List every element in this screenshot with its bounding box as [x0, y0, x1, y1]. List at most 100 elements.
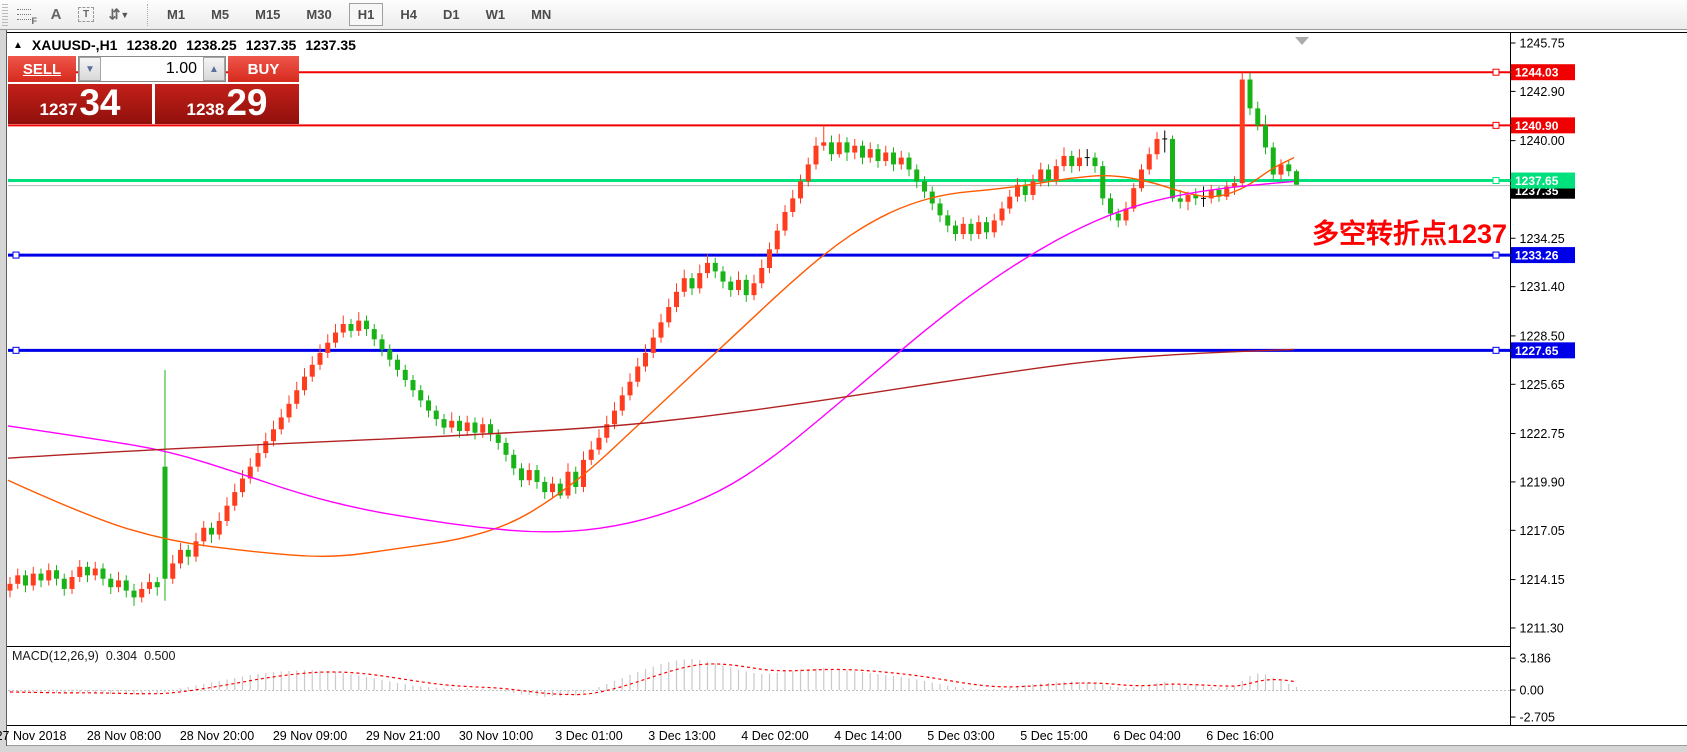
one-click-trading-panel: SELL ▼ ▲ BUY 1237 34 1238 29 — [8, 56, 299, 124]
macd-signal-value: 0.500 — [144, 649, 176, 663]
price-tag — [1511, 247, 1575, 264]
timeframe-button-m5[interactable]: M5 — [211, 7, 230, 22]
sell-button[interactable]: SELL — [8, 56, 76, 82]
candles — [7, 72, 1299, 606]
chart-shift-marker-icon[interactable] — [1295, 37, 1309, 45]
line-anchor-marker — [1492, 177, 1500, 185]
line-anchor-marker — [1492, 346, 1500, 354]
time-tick-label: 4 Dec 14:00 — [834, 729, 901, 743]
timeframe-button-d1[interactable]: D1 — [442, 7, 460, 22]
timeframe-button-mn[interactable]: MN — [531, 7, 552, 22]
arrows-tool-icon[interactable]: ⇵ ▼ — [108, 6, 130, 22]
line-anchor-marker — [1492, 121, 1500, 129]
text-tool-icon[interactable]: T — [73, 3, 99, 27]
svg-text:1233.26: 1233.26 — [1515, 249, 1559, 263]
symbol-period-label: XAUUSD-,H1 — [31, 37, 118, 53]
price-tick-label: 1219.90 — [1520, 475, 1565, 489]
toolbar-separator — [147, 3, 148, 26]
timeframe-button-m1[interactable]: M1 — [167, 7, 186, 22]
macd-tick-label: 3.186 — [1520, 652, 1551, 666]
time-tick-label: 3 Dec 01:00 — [555, 729, 622, 743]
time-tick-label: 5 Dec 15:00 — [1020, 729, 1087, 743]
timeframe-group: M1 M5 M15 M30 H1 H4 D1 W1 MN — [154, 3, 564, 26]
time-tick-label: 27 Nov 2018 — [0, 729, 66, 743]
price-tag — [1511, 172, 1575, 189]
macd-tick-label: -2.705 — [1520, 711, 1555, 725]
collapse-triangle-icon[interactable]: ▲ — [13, 39, 23, 51]
close-value: 1237.35 — [305, 37, 356, 53]
time-tick-label: 6 Dec 04:00 — [1113, 729, 1180, 743]
line-anchor-marker — [1492, 68, 1500, 76]
line-anchor-marker — [1492, 251, 1500, 259]
buy-price-display[interactable]: 1238 29 — [155, 84, 299, 124]
low-value: 1237.35 — [245, 37, 297, 53]
time-tick-label: 28 Nov 08:00 — [87, 729, 161, 743]
price-tick-label: 1222.75 — [1520, 427, 1565, 441]
toolbar: F A T ⇵ ▼ M1 M5 M15 M30 H1 H4 D1 W1 MN — [0, 0, 1687, 30]
time-tick-label: 4 Dec 02:00 — [741, 729, 808, 743]
time-tick-label: 5 Dec 03:00 — [927, 729, 994, 743]
price-tag — [1511, 342, 1575, 359]
time-axis: 27 Nov 2018 28 Nov 08:00 28 Nov 20:00 29 No… — [0, 729, 1274, 743]
macd-tick-label: 0.00 — [1520, 684, 1544, 698]
price-tick-label: 1231.40 — [1520, 280, 1565, 294]
toolbar-grip[interactable] — [2, 3, 8, 26]
line-anchor-marker — [12, 251, 20, 259]
chart-text-annotation: 多空转折点1237 — [1312, 219, 1508, 249]
timeframe-button-m30[interactable]: M30 — [306, 7, 332, 22]
svg-text:1227.65: 1227.65 — [1515, 344, 1559, 358]
time-tick-label: 29 Nov 09:00 — [273, 729, 347, 743]
price-tick-label: 1242.90 — [1520, 85, 1565, 99]
chart-frame — [7, 32, 1687, 746]
macd-signal-line — [9, 663, 1297, 696]
price-tick-label: 1225.65 — [1520, 378, 1565, 392]
price-tick-label: 1245.75 — [1520, 37, 1565, 51]
time-tick-label: 30 Nov 10:00 — [459, 729, 533, 743]
price-tick-label: 1214.15 — [1520, 573, 1565, 587]
price-tick-label: 1228.50 — [1520, 329, 1565, 343]
price-tick-label: 1240.00 — [1520, 134, 1565, 148]
svg-text:1240.90: 1240.90 — [1515, 119, 1559, 133]
volume-input[interactable] — [101, 57, 203, 81]
time-tick-label: 29 Nov 21:00 — [366, 729, 440, 743]
volume-stepper: ▼ ▲ — [78, 56, 226, 82]
label-tool-icon[interactable]: A — [50, 6, 62, 23]
time-tick-label: 3 Dec 13:00 — [648, 729, 715, 743]
timeframe-button-h1[interactable]: H1 — [348, 3, 384, 26]
macd-axis: 3.186 0.00 -2.705 — [1510, 652, 1555, 725]
macd-indicator-label: MACD(12,26,9) 0.304 0.500 — [12, 649, 175, 663]
macd-panel — [8, 659, 1511, 697]
price-tag — [1511, 64, 1575, 81]
ma-lines — [7, 156, 1295, 557]
volume-increase-button[interactable]: ▲ — [203, 57, 225, 81]
ma-crimson — [7, 348, 1295, 459]
fibonacci-tool-icon[interactable]: F — [13, 3, 39, 27]
dropdown-caret-icon[interactable]: ▼ — [120, 9, 130, 20]
price-tick-label: 1217.05 — [1520, 524, 1565, 538]
left-window-edge — [0, 30, 7, 746]
high-value: 1238.25 — [186, 37, 237, 53]
volume-decrease-button[interactable]: ▼ — [79, 57, 101, 81]
line-anchor-marker — [12, 346, 20, 354]
sell-price-display[interactable]: 1237 34 — [8, 84, 152, 124]
bottom-window-edge — [0, 746, 1687, 752]
svg-text:1237.65: 1237.65 — [1515, 174, 1559, 188]
time-tick-label: 6 Dec 16:00 — [1206, 729, 1273, 743]
buy-button[interactable]: BUY — [228, 56, 299, 82]
macd-main-value: 0.304 — [105, 649, 138, 663]
price-tick-label: 1211.30 — [1520, 621, 1564, 635]
timeframe-button-m15[interactable]: M15 — [255, 7, 281, 22]
chart-header: ▲ XAUUSD-,H1 1238.20 1238.25 1237.35 123… — [13, 37, 356, 53]
price-tag — [1511, 117, 1575, 134]
macd-name: MACD(12,26,9) — [12, 649, 99, 663]
time-tick-label: 28 Nov 20:00 — [180, 729, 254, 743]
price-tags: 1237.351244.031240.901237.651233.261227.… — [1511, 64, 1575, 359]
open-value: 1238.20 — [126, 37, 178, 53]
ma-magenta — [7, 180, 1295, 533]
timeframe-button-h4[interactable]: H4 — [400, 7, 417, 22]
timeframe-button-w1[interactable]: W1 — [485, 7, 506, 22]
ma-orange — [7, 156, 1295, 557]
svg-text:1244.03: 1244.03 — [1515, 66, 1559, 80]
